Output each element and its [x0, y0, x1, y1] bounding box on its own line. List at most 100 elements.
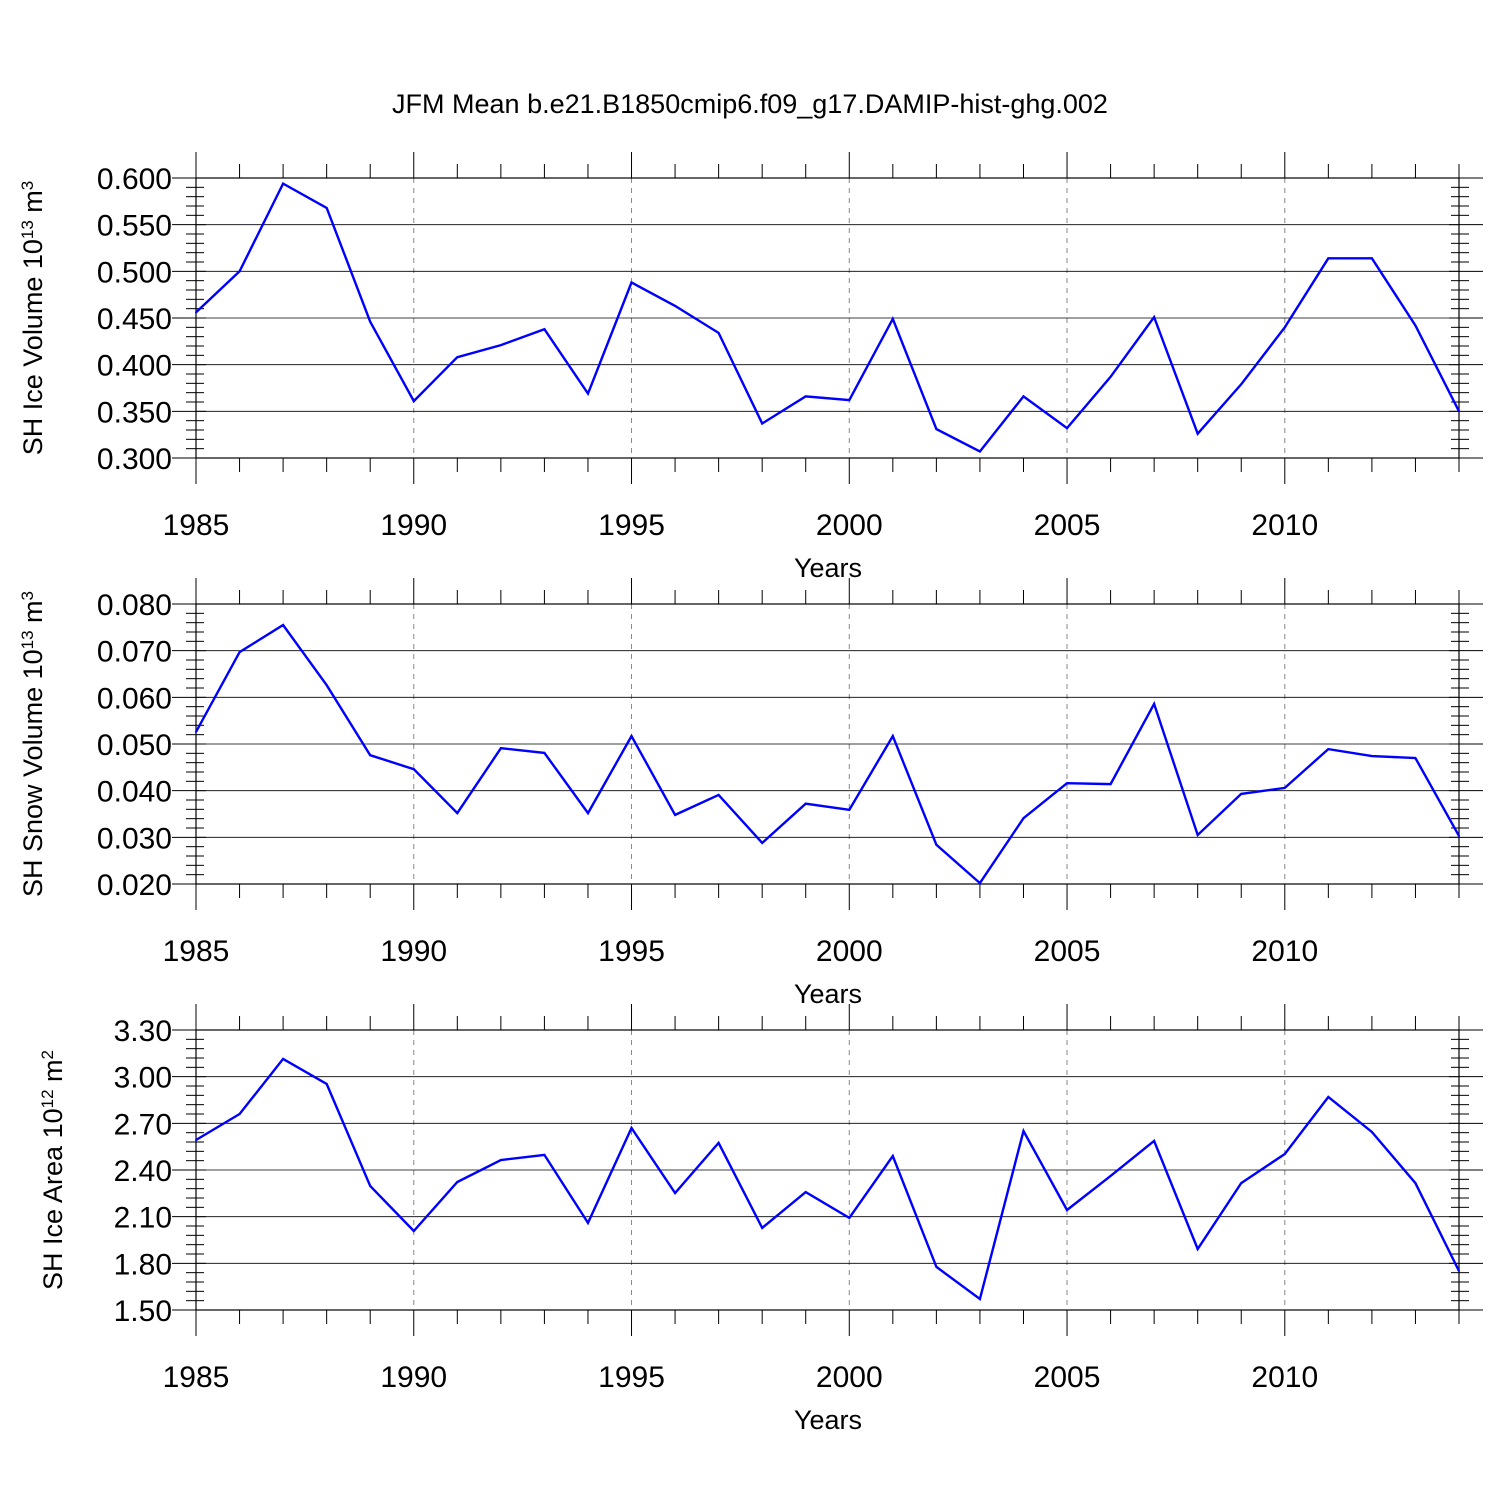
data-point	[1196, 834, 1199, 836]
x-tick-label: 2000	[816, 509, 883, 542]
data-point	[761, 841, 764, 844]
data-point	[1153, 316, 1156, 319]
data-point	[935, 428, 938, 431]
data-point	[1240, 1182, 1243, 1185]
y-tick-label: 0.020	[97, 869, 172, 902]
x-tick-label: 2010	[1251, 1361, 1318, 1394]
data-point	[630, 735, 633, 738]
y-tick-label: 0.450	[97, 303, 172, 336]
data-point	[195, 311, 197, 314]
data-point	[195, 730, 197, 733]
y-tick-label: 0.070	[97, 636, 172, 669]
data-point	[369, 320, 372, 323]
y-axis-label-ylabel-unit: m	[38, 1059, 68, 1089]
y-tick-label: 1.80	[114, 1248, 172, 1281]
data-point	[1414, 757, 1417, 759]
x-tick-label: 1995	[598, 935, 665, 968]
y-axis-label: SH Ice Area 1012 m2	[38, 1050, 69, 1290]
y-axis-label-ylabel-sup: 13	[18, 630, 37, 649]
data-point	[325, 1082, 328, 1085]
data-point	[586, 1221, 589, 1224]
y-axis-label-ylabel-sup: 13	[18, 220, 37, 239]
x-tick-label: 1990	[380, 509, 447, 542]
x-tick-label: 2005	[1034, 1361, 1101, 1394]
data-point	[499, 344, 502, 347]
x-tick-label: 2000	[816, 1361, 883, 1394]
data-point	[1109, 1174, 1112, 1177]
data-point	[1240, 383, 1243, 386]
data-point	[848, 399, 851, 402]
y-tick-label: 0.040	[97, 776, 172, 809]
data-point	[1066, 1208, 1069, 1211]
data-point	[412, 1229, 415, 1232]
data-point	[499, 1159, 502, 1162]
data-point	[456, 1180, 459, 1183]
y-axis-label-ylabel: SH Ice Volume 10	[18, 239, 48, 455]
y-tick-label: 0.050	[97, 729, 172, 762]
data-point	[630, 1127, 633, 1129]
x-axis-label: Years	[794, 1405, 862, 1435]
data-point	[543, 751, 546, 754]
data-point	[1196, 1248, 1199, 1251]
y-tick-label: 0.300	[97, 443, 172, 476]
data-point	[674, 304, 677, 307]
data-point	[978, 882, 981, 885]
data-point	[978, 1297, 981, 1300]
data-point	[282, 624, 285, 626]
data-point	[978, 450, 981, 453]
x-tick-label: 1985	[163, 1361, 230, 1394]
data-point	[804, 802, 807, 805]
data-point	[848, 808, 851, 811]
y-axis-label-ylabel-unit-sup: 3	[18, 591, 37, 600]
data-point	[1414, 324, 1417, 327]
data-point	[1327, 257, 1330, 260]
x-tick-label: 2000	[816, 935, 883, 968]
x-tick-label: 1985	[163, 935, 230, 968]
y-axis-label-ylabel: SH Ice Area 10	[38, 1108, 68, 1290]
data-point	[1022, 817, 1025, 820]
y-tick-label: 0.600	[97, 163, 172, 196]
y-tick-label: 0.400	[97, 350, 172, 383]
data-point	[586, 812, 589, 815]
y-tick-label: 2.40	[114, 1155, 172, 1188]
data-point	[1022, 395, 1025, 398]
y-axis-label: SH Snow Volume 1013 m3	[18, 591, 49, 897]
data-point	[891, 317, 894, 320]
data-point	[412, 400, 415, 403]
data-point	[1109, 783, 1112, 786]
data-point	[282, 182, 285, 185]
series-line	[194, 623, 1461, 885]
data-point	[761, 422, 764, 425]
data-point	[935, 1265, 938, 1268]
y-axis-label-ylabel-sup: 12	[38, 1089, 57, 1108]
x-axis-label: Years	[794, 553, 862, 583]
y-tick-label: 0.080	[97, 589, 172, 622]
x-tick-label: 1990	[380, 935, 447, 968]
plot-frame	[195, 177, 1460, 459]
data-point	[1240, 792, 1243, 795]
data-point	[1283, 786, 1286, 789]
data-point	[543, 328, 546, 331]
data-point	[1066, 427, 1069, 430]
data-point	[1283, 1152, 1286, 1155]
x-tick-label: 2010	[1251, 935, 1318, 968]
data-point	[717, 793, 720, 796]
data-point	[1066, 782, 1069, 785]
data-point	[543, 1153, 546, 1156]
data-point	[499, 747, 502, 750]
data-point	[1109, 375, 1112, 378]
panel-3: 1.50 1.80 2.10 2.40 2.70 3.00 3.30 1985 1990 1995…	[38, 1004, 1483, 1435]
data-point	[1370, 755, 1373, 758]
data-point	[1458, 410, 1460, 413]
y-tick-label: 0.060	[97, 682, 172, 715]
data-point	[848, 1216, 851, 1219]
x-tick-label: 2010	[1251, 509, 1318, 542]
data-point	[1153, 1139, 1156, 1142]
plot-frame	[195, 1029, 1460, 1311]
data-point	[891, 735, 894, 738]
data-point	[586, 392, 589, 395]
data-point	[717, 1141, 720, 1144]
y-tick-label: 0.500	[97, 256, 172, 289]
data-point	[412, 768, 415, 771]
panel-1: 0.300 0.350 0.400 0.450 0.500 0.550 0.600 1985 1…	[18, 152, 1483, 583]
